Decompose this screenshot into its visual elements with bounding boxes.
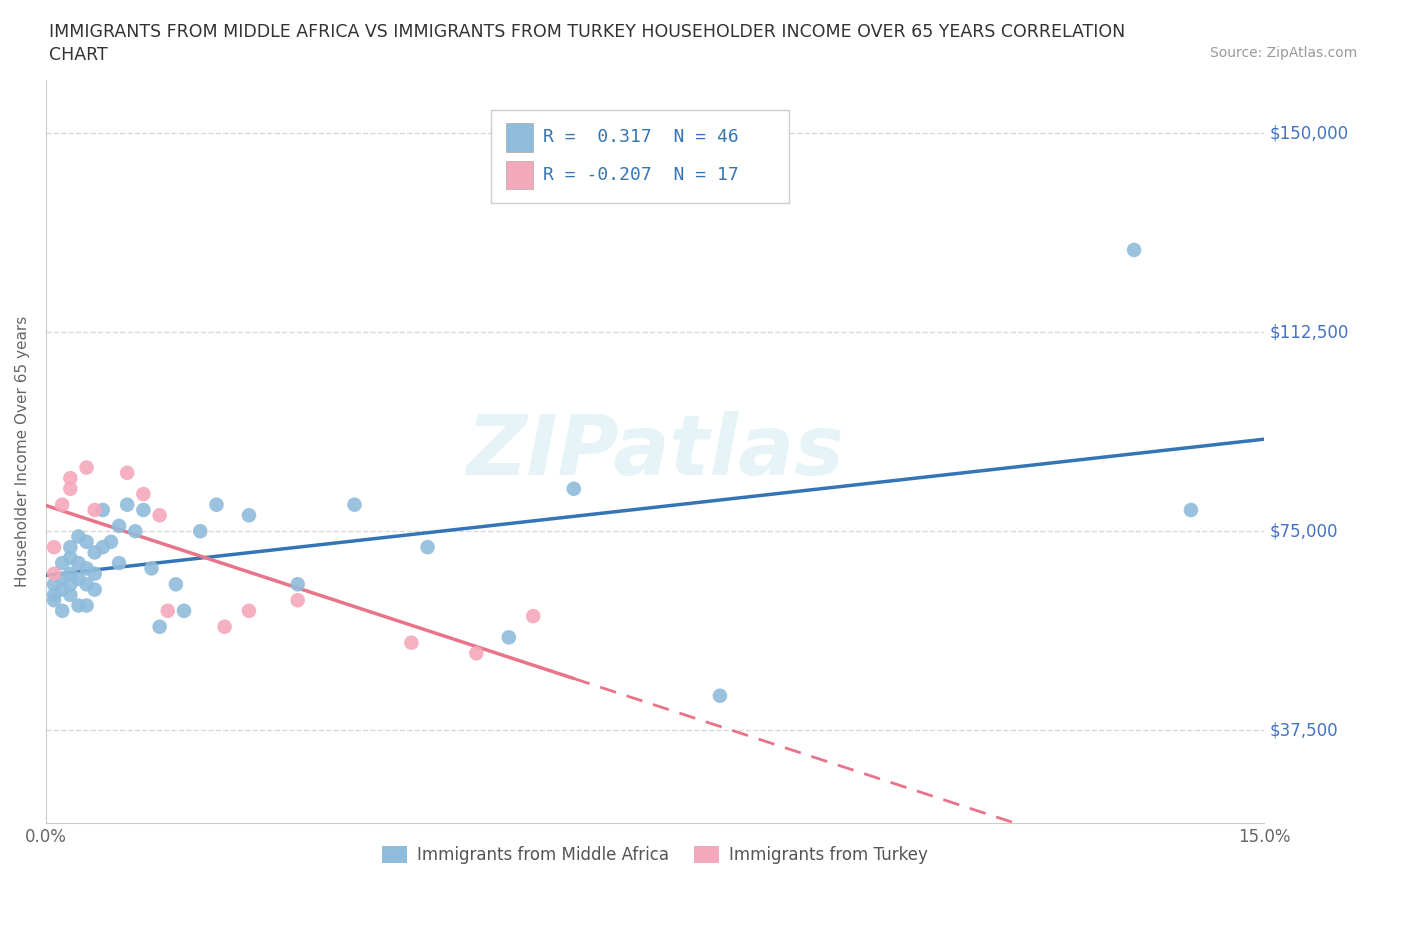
Point: [76, 561, 98, 576]
Point: [91, 539, 114, 554]
Point: [67, 572, 90, 587]
Point: [214, 619, 236, 634]
Text: $75,000: $75,000: [1270, 523, 1339, 540]
Point: [238, 508, 260, 523]
Point: [188, 524, 211, 538]
Point: [91, 502, 114, 517]
Point: [149, 619, 172, 634]
Point: [132, 502, 155, 517]
Point: [76, 598, 98, 613]
Point: [51, 572, 73, 587]
Point: [59, 577, 82, 591]
FancyBboxPatch shape: [506, 124, 533, 152]
Point: [141, 561, 163, 576]
Point: [59, 482, 82, 497]
Y-axis label: Householder Income Over 65 years: Householder Income Over 65 years: [15, 316, 30, 587]
Point: [522, 609, 544, 624]
Point: [287, 592, 309, 607]
Point: [108, 555, 131, 570]
Point: [709, 688, 731, 703]
Point: [59, 566, 82, 581]
Point: [51, 555, 73, 570]
Point: [42, 539, 65, 554]
Point: [498, 630, 520, 644]
Point: [76, 535, 98, 550]
Point: [67, 555, 90, 570]
Point: [76, 460, 98, 475]
Point: [83, 502, 105, 517]
Point: [59, 539, 82, 554]
Point: [83, 545, 105, 560]
Point: [115, 465, 138, 480]
Text: R =  0.317  N = 46: R = 0.317 N = 46: [543, 128, 738, 146]
Point: [59, 471, 82, 485]
Point: [165, 577, 187, 591]
Point: [83, 566, 105, 581]
Text: $150,000: $150,000: [1270, 125, 1350, 142]
Point: [562, 482, 585, 497]
Point: [287, 577, 309, 591]
Point: [51, 582, 73, 597]
FancyBboxPatch shape: [491, 110, 789, 203]
Point: [343, 498, 366, 512]
Point: [401, 635, 423, 650]
Point: [42, 588, 65, 603]
Point: [59, 551, 82, 565]
Point: [149, 508, 172, 523]
Text: CHART: CHART: [49, 46, 108, 64]
Point: [1123, 243, 1146, 258]
Point: [42, 592, 65, 607]
Point: [100, 535, 122, 550]
Point: [59, 588, 82, 603]
Point: [83, 582, 105, 597]
Text: IMMIGRANTS FROM MIDDLE AFRICA VS IMMIGRANTS FROM TURKEY HOUSEHOLDER INCOME OVER : IMMIGRANTS FROM MIDDLE AFRICA VS IMMIGRA…: [49, 23, 1125, 41]
Point: [238, 604, 260, 618]
Point: [108, 519, 131, 534]
Point: [156, 604, 179, 618]
Point: [465, 645, 488, 660]
Text: $37,500: $37,500: [1270, 722, 1339, 739]
Point: [115, 498, 138, 512]
Point: [67, 598, 90, 613]
Point: [132, 486, 155, 501]
Text: $112,500: $112,500: [1270, 324, 1350, 341]
Point: [1180, 502, 1202, 517]
FancyBboxPatch shape: [506, 161, 533, 189]
Point: [205, 498, 228, 512]
Point: [51, 498, 73, 512]
Point: [42, 577, 65, 591]
Point: [416, 539, 439, 554]
Point: [51, 604, 73, 618]
Text: R = -0.207  N = 17: R = -0.207 N = 17: [543, 166, 738, 184]
Point: [42, 566, 65, 581]
Point: [67, 529, 90, 544]
Point: [124, 524, 146, 538]
Legend: Immigrants from Middle Africa, Immigrants from Turkey: Immigrants from Middle Africa, Immigrant…: [375, 839, 935, 870]
Text: ZIPatlas: ZIPatlas: [465, 411, 844, 492]
Point: [76, 577, 98, 591]
Point: [173, 604, 195, 618]
Text: Source: ZipAtlas.com: Source: ZipAtlas.com: [1209, 46, 1357, 60]
